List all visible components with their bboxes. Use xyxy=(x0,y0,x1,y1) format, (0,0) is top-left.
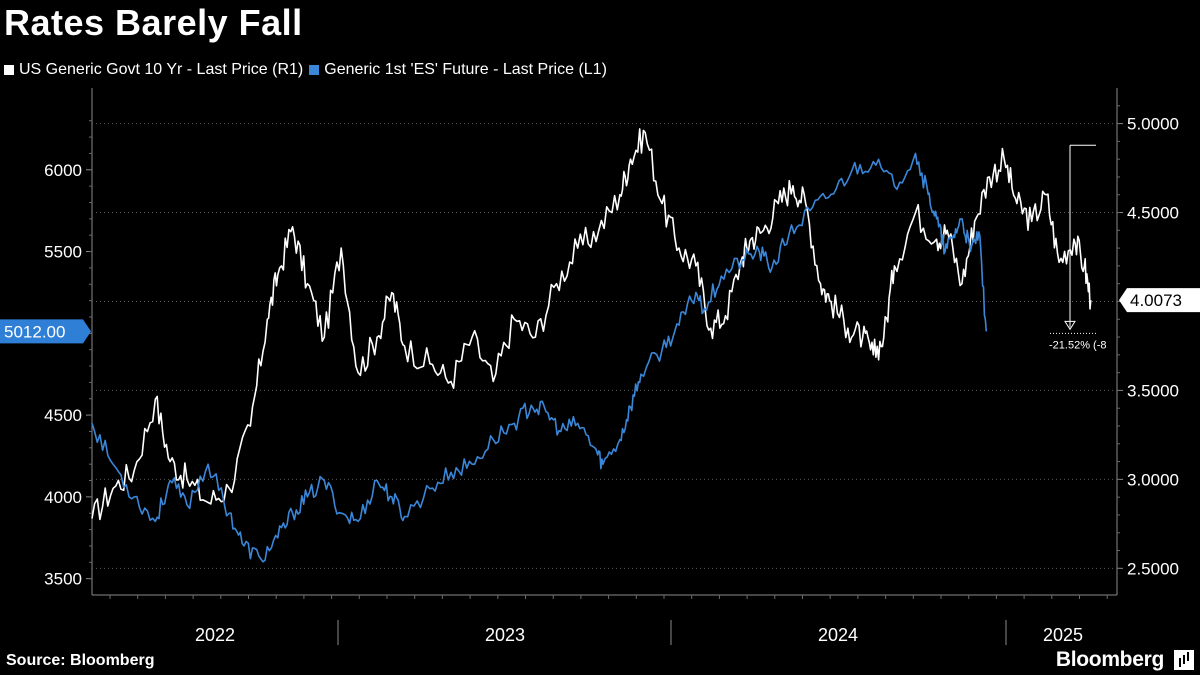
right-tick-label: 3.0000 xyxy=(1127,470,1179,489)
left-tick-label: 5500 xyxy=(44,243,82,262)
left-tick-label: 3500 xyxy=(44,570,82,589)
legend-item-us10y: US Generic Govt 10 Yr - Last Price (R1) xyxy=(4,61,303,79)
x-tick-label: 2022 xyxy=(195,625,235,645)
chart-title: Rates Barely Fall xyxy=(4,2,303,43)
series-line-es-future xyxy=(91,152,988,563)
left-tick-label: 4000 xyxy=(44,488,82,507)
series-line-us10y xyxy=(91,128,1092,521)
legend-label-es-future: Generic 1st 'ES' Future - Last Price (L1… xyxy=(324,61,607,78)
legend-label-us10y: US Generic Govt 10 Yr - Last Price (R1) xyxy=(19,61,304,78)
right-tick-label: 4.5000 xyxy=(1127,204,1179,223)
right-tick-label: 2.5000 xyxy=(1127,559,1179,578)
legend-swatch-es-future xyxy=(309,65,320,75)
legend-swatch-us10y xyxy=(4,65,14,75)
left-last-value-tag xyxy=(0,319,91,344)
left-tick-label: 4500 xyxy=(44,406,82,425)
right-tick-label: 3.5000 xyxy=(1127,381,1179,400)
x-tick-label: 2025 xyxy=(1043,625,1083,645)
right-tick-label: 5.0000 xyxy=(1127,115,1179,134)
left-tick-label: 6000 xyxy=(44,161,82,180)
right-last-value-label: 4.0073 xyxy=(1130,291,1182,310)
x-tick-label: 2024 xyxy=(818,625,858,645)
left-last-value-label: 5012.00 xyxy=(4,322,65,341)
source-note: Source: Bloomberg xyxy=(6,652,155,669)
bloomberg-chart-icon xyxy=(1174,650,1194,670)
legend-item-es-future: Generic 1st 'ES' Future - Last Price (L1… xyxy=(309,61,607,79)
drawdown-arrow xyxy=(1064,320,1076,331)
drawdown-annotation: -21.52% (-8 xyxy=(1049,339,1106,351)
chart-legend: US Generic Govt 10 Yr - Last Price (R1) … xyxy=(4,60,613,80)
right-last-value-tag xyxy=(1119,288,1200,313)
x-tick-label: 2023 xyxy=(485,625,525,645)
bloomberg-logo: Bloomberg xyxy=(1055,648,1164,671)
